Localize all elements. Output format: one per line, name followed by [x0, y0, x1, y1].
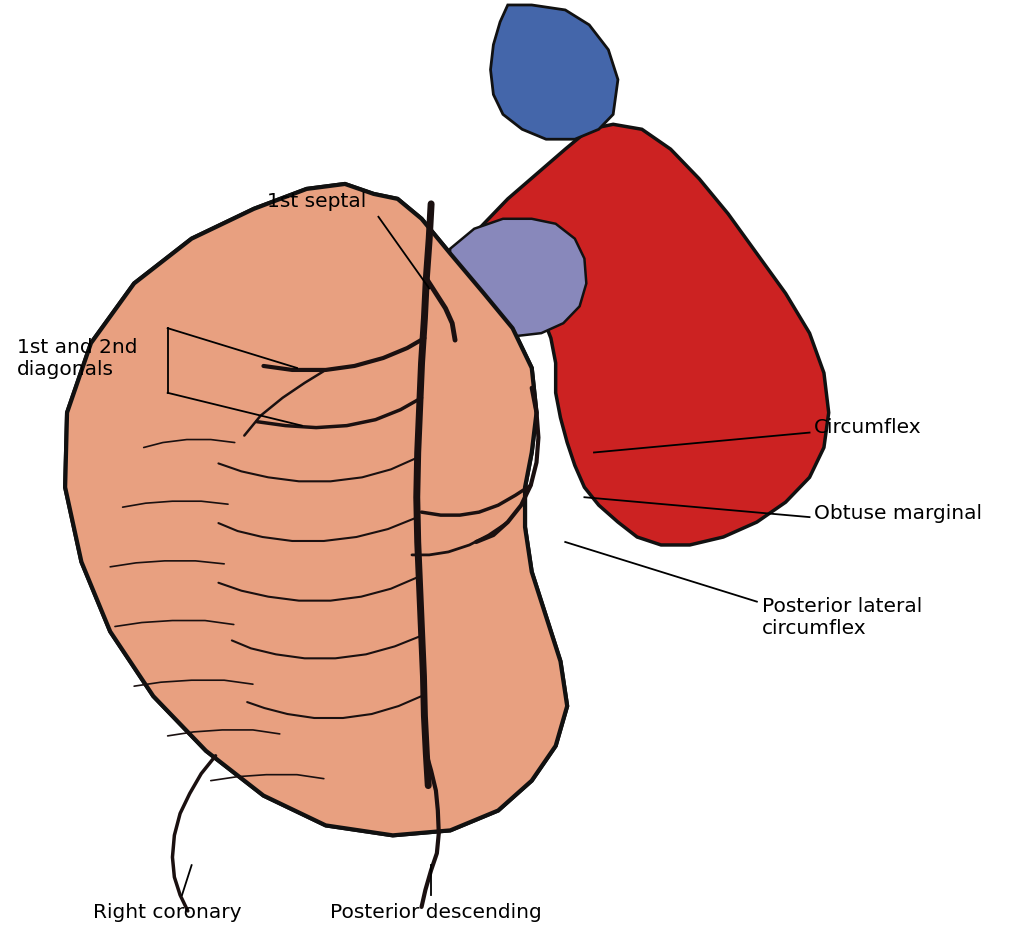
Text: 1st and 2nd
diagonals: 1st and 2nd diagonals — [17, 337, 137, 379]
Polygon shape — [490, 5, 618, 139]
Text: 1st septal: 1st septal — [266, 192, 365, 211]
Polygon shape — [65, 184, 566, 835]
Polygon shape — [450, 124, 828, 545]
Text: Obtuse marginal: Obtuse marginal — [814, 504, 982, 522]
Text: Right coronary: Right coronary — [93, 903, 242, 922]
Text: Posterior lateral
circumflex: Posterior lateral circumflex — [761, 596, 921, 638]
Text: Circumflex: Circumflex — [814, 419, 921, 437]
Polygon shape — [65, 184, 566, 835]
Text: Posterior descending: Posterior descending — [330, 903, 541, 922]
Polygon shape — [448, 219, 585, 336]
